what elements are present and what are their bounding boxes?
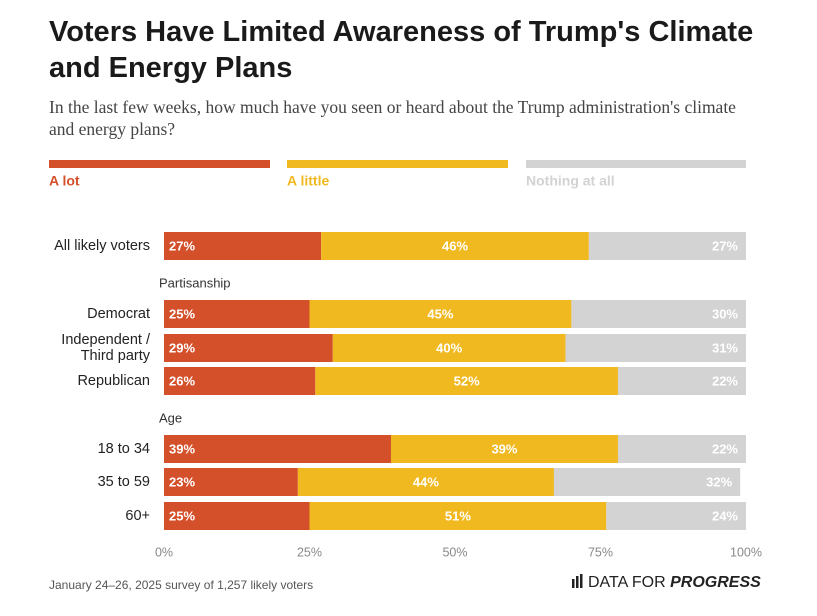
logo-emphasis: PROGRESS [670, 574, 761, 591]
value-label: 23% [169, 474, 195, 489]
bar-segment [164, 468, 298, 496]
x-tick-label: 50% [442, 545, 467, 559]
y-tick-label: 35 to 59 [97, 474, 150, 490]
y-tick-label: Independent / Third party [61, 332, 150, 364]
group-label: Partisanship [159, 275, 231, 291]
value-label: 46% [442, 238, 468, 253]
value-label: 45% [427, 306, 453, 321]
value-label: 52% [454, 373, 480, 388]
bar-segment [571, 300, 746, 328]
bar-segment [164, 435, 391, 463]
legend-label: A lot [49, 173, 80, 189]
x-tick-label: 0% [155, 545, 173, 559]
value-label: 39% [491, 441, 517, 456]
x-tick-label: 25% [297, 545, 322, 559]
bar-segment [606, 502, 746, 530]
value-label: 51% [445, 508, 471, 523]
value-label: 30% [712, 306, 738, 321]
value-label: 22% [712, 441, 738, 456]
bar-segment [390, 435, 618, 463]
x-tick-label: 75% [588, 545, 613, 559]
bar-segment [309, 502, 607, 530]
value-label: 24% [712, 508, 738, 523]
y-tick-label: 18 to 34 [97, 441, 150, 457]
chart-subtitle: In the last few weeks, how much have you… [49, 97, 736, 139]
value-label: 27% [169, 238, 195, 253]
value-label: 39% [169, 441, 195, 456]
value-label: 40% [436, 340, 462, 355]
bar-segment [617, 367, 746, 395]
source-note: January 24–26, 2025 survey of 1,257 like… [49, 578, 314, 592]
legend-swatch [526, 160, 746, 168]
bar-segment [617, 435, 746, 463]
bar-segment [588, 232, 746, 260]
bar-segment [164, 367, 316, 395]
bar-segment [164, 232, 322, 260]
y-tick-label: All likely voters [54, 238, 150, 254]
logo-prefix: DATA FOR [588, 574, 666, 591]
logo-icon [572, 574, 583, 588]
bar-segment [309, 300, 572, 328]
chart-title: Voters Have Limited Awareness of Trump's… [49, 16, 754, 84]
x-tick-label: 100% [730, 545, 762, 559]
value-label: 25% [169, 508, 195, 523]
bar-segment [315, 367, 618, 395]
legend-swatch [287, 160, 508, 168]
legend-swatch [49, 160, 270, 168]
value-label: 29% [169, 340, 195, 355]
value-label: 32% [706, 474, 732, 489]
bar-segment [553, 468, 741, 496]
y-tick-label: Republican [77, 373, 150, 389]
value-label: 31% [712, 340, 738, 355]
y-tick-label: 60+ [125, 508, 150, 524]
value-label: 27% [712, 238, 738, 253]
bar-segment [164, 502, 310, 530]
logo: DATA FOR PROGRESS [571, 574, 761, 592]
y-tick-label: Democrat [87, 306, 150, 322]
bar-segment [164, 300, 310, 328]
bar-segment [297, 468, 554, 496]
value-label: 44% [413, 474, 439, 489]
legend-label: A little [287, 173, 329, 189]
bar-segment [332, 334, 566, 362]
value-label: 25% [169, 306, 195, 321]
bar-segment [164, 334, 333, 362]
value-label: 22% [712, 373, 738, 388]
bar-segment [565, 334, 746, 362]
value-label: 26% [169, 373, 195, 388]
bar-segment [321, 232, 589, 260]
group-label: Age [159, 410, 183, 426]
legend-label: Nothing at all [526, 173, 615, 189]
